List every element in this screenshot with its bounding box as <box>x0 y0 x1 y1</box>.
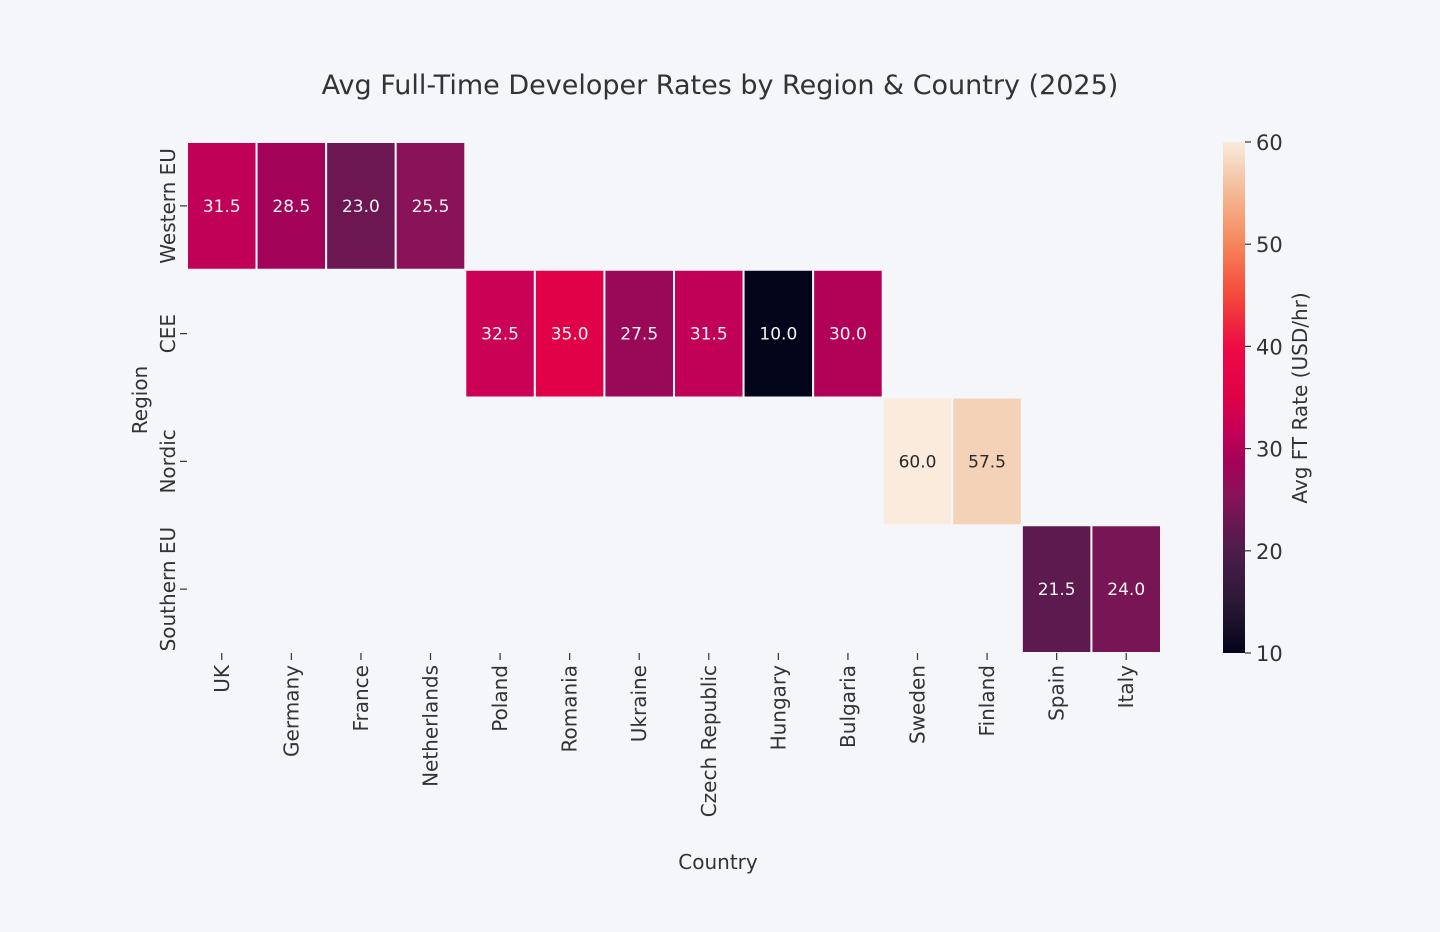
x-tick-label: Italy <box>1114 665 1138 709</box>
y-tick-label: Western EU <box>156 148 180 264</box>
x-tick-label: Romania <box>558 665 582 752</box>
heatmap-cell <box>742 268 815 399</box>
colorbar-tick-label: 60 <box>1256 131 1283 155</box>
cell-label: 60.0 <box>899 452 937 472</box>
x-tick-label: Spain <box>1045 665 1069 721</box>
colorbar <box>1223 142 1245 653</box>
x-tick-label: Germany <box>279 665 303 757</box>
y-tick-label: Southern EU <box>156 527 180 652</box>
x-tick-label: France <box>349 665 373 732</box>
cell-label: 31.5 <box>203 197 241 217</box>
cell-label: 27.5 <box>620 325 658 345</box>
heatmap-cell <box>325 141 397 271</box>
colorbar-tick-label: 10 <box>1256 642 1283 666</box>
cell-label: 21.5 <box>1038 580 1076 600</box>
colorbar-tick-label: 20 <box>1256 540 1283 564</box>
colorbar-tick-label: 40 <box>1256 335 1283 359</box>
colorbar-tick-label: 50 <box>1256 233 1283 257</box>
x-tick-label: Bulgaria <box>836 665 860 748</box>
x-axis-label: Country <box>678 850 758 874</box>
cell-label: 25.5 <box>412 197 450 217</box>
heatmap-cell <box>673 268 745 399</box>
x-tick-label: Poland <box>488 665 512 732</box>
heatmap-cell <box>881 396 954 527</box>
heatmap-cell <box>464 268 536 399</box>
x-tick-label: Sweden <box>906 665 930 744</box>
chart-title: Avg Full-Time Developer Rates by Region … <box>321 70 1119 101</box>
y-axis-label: Region <box>128 366 152 434</box>
heatmap-cell <box>812 268 884 399</box>
cell-label: 35.0 <box>551 325 589 345</box>
x-tick-label: Czech Republic <box>697 665 721 817</box>
colorbar-tick-label: 30 <box>1256 438 1283 462</box>
cell-label: 24.0 <box>1107 580 1145 600</box>
cell-label: 10.0 <box>759 325 797 345</box>
cell-label: 32.5 <box>481 325 519 345</box>
cell-label: 57.5 <box>968 452 1006 472</box>
y-tick-label: Nordic <box>156 429 180 493</box>
heatmap-cell <box>951 396 1023 527</box>
colorbar-label: Avg FT Rate (USD/hr) <box>1288 292 1312 503</box>
x-tick-label: Hungary <box>766 665 790 751</box>
x-tick-label: UK <box>210 664 234 693</box>
heatmap-cell <box>394 141 467 271</box>
heatmap-cell <box>255 141 328 271</box>
cell-label: 30.0 <box>829 325 867 345</box>
heatmap-cell <box>1090 524 1163 654</box>
cell-label: 23.0 <box>342 197 380 217</box>
cell-label: 31.5 <box>690 325 728 345</box>
heatmap-cell <box>533 268 606 399</box>
x-tick-label: Ukraine <box>627 665 651 742</box>
x-tick-label: Finland <box>975 665 999 736</box>
x-tick-label: Netherlands <box>419 665 443 787</box>
y-tick-label: CEE <box>156 314 180 353</box>
cell-label: 28.5 <box>272 197 310 217</box>
heatmap-cell <box>186 141 258 271</box>
heatmap-cell <box>1020 524 1093 654</box>
